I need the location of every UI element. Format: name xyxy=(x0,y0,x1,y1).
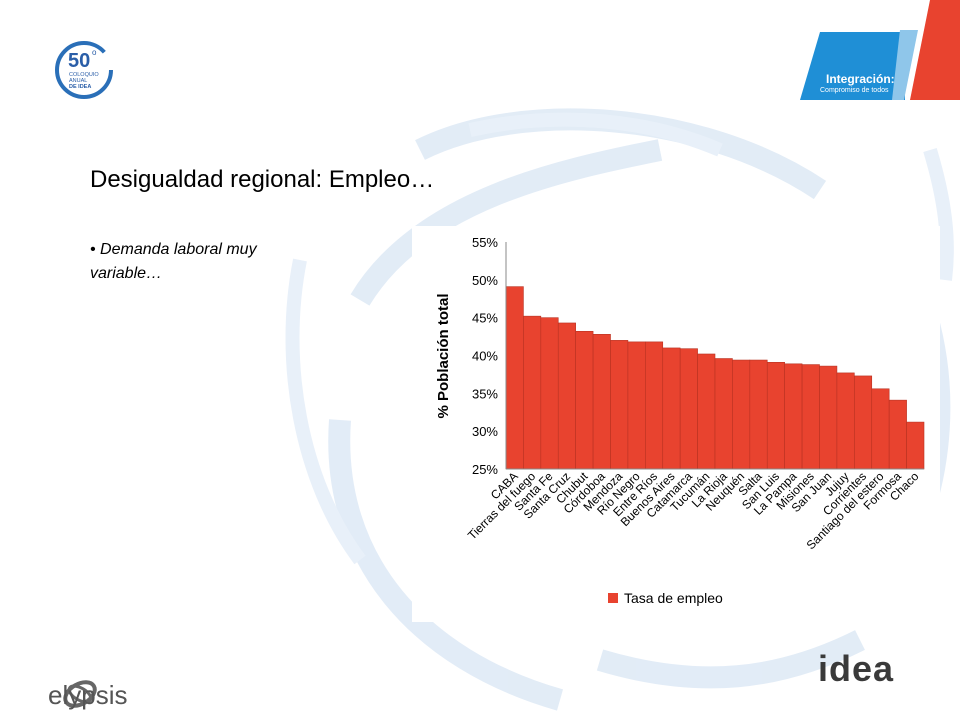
bar xyxy=(557,322,576,470)
coloquio-logo: 50 o COLOQUIO ANUAL DE IDEA xyxy=(52,36,116,106)
bar xyxy=(766,362,785,470)
bar xyxy=(540,317,559,470)
banner-title: Integración: xyxy=(826,72,895,86)
bar xyxy=(505,286,524,470)
legend-swatch xyxy=(608,593,618,603)
bar xyxy=(888,399,907,470)
y-tick-label: 25% xyxy=(472,462,498,477)
bar xyxy=(714,358,733,470)
banner-subtitle: Compromiso de todos xyxy=(820,87,889,94)
bar xyxy=(749,359,768,470)
bar xyxy=(871,388,890,470)
bar xyxy=(592,334,611,470)
bar xyxy=(662,347,681,470)
bar xyxy=(575,330,594,470)
y-tick-label: 50% xyxy=(472,273,498,288)
bar xyxy=(679,348,698,470)
bar-chart: % Población total 25%30%35%40%45%50%55% … xyxy=(435,235,925,606)
bar xyxy=(906,421,925,470)
chart-panel: % Población total 25% 30% 35% 40% 45% 50% 55% … xyxy=(412,226,940,622)
y-axis-label: % Población total xyxy=(435,293,452,418)
integracion-banner xyxy=(800,0,960,100)
bar xyxy=(836,372,855,470)
coloquio-line2: ANUAL xyxy=(69,78,88,84)
elypsis-logo-icon xyxy=(63,680,97,708)
y-tick-label: 30% xyxy=(472,424,498,439)
coloquio-superscript: o xyxy=(92,48,97,57)
coloquio-ring-icon xyxy=(55,41,113,99)
bar xyxy=(523,315,542,470)
idea-logo: idea xyxy=(818,648,895,689)
elypsis-logo-text: elypsis xyxy=(48,680,128,710)
bar xyxy=(610,340,629,470)
coloquio-number: 50 xyxy=(68,50,91,72)
bar xyxy=(627,341,646,470)
y-tick-label: 35% xyxy=(472,386,498,401)
coloquio-line3: DE IDEA xyxy=(69,84,92,90)
coloquio-line1: COLOQUIO xyxy=(69,72,99,78)
bar xyxy=(645,341,664,470)
bar xyxy=(697,353,716,470)
bullet-text: • Demanda laboral muy variable… xyxy=(90,241,257,282)
legend-label: Tasa de empleo xyxy=(624,590,723,606)
bar xyxy=(732,359,751,470)
bar xyxy=(784,363,803,470)
bar xyxy=(854,375,873,470)
bar xyxy=(801,364,820,470)
slide-title: Desigualdad regional: Empleo… xyxy=(90,166,435,193)
bar xyxy=(819,365,838,470)
y-tick-label: 55% xyxy=(472,235,498,250)
y-tick-label: 45% xyxy=(472,311,498,326)
chart-legend: Tasa de empleo xyxy=(608,590,723,606)
y-tick-label: 40% xyxy=(472,349,498,364)
